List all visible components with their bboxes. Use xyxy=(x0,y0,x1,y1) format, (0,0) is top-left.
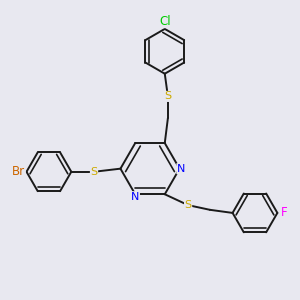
Text: Cl: Cl xyxy=(159,15,171,28)
Text: S: S xyxy=(90,167,98,177)
Text: Br: Br xyxy=(12,165,25,178)
Text: N: N xyxy=(177,164,185,174)
Text: F: F xyxy=(281,206,287,219)
Text: S: S xyxy=(184,200,192,210)
Text: N: N xyxy=(131,192,140,202)
Text: S: S xyxy=(164,92,171,101)
